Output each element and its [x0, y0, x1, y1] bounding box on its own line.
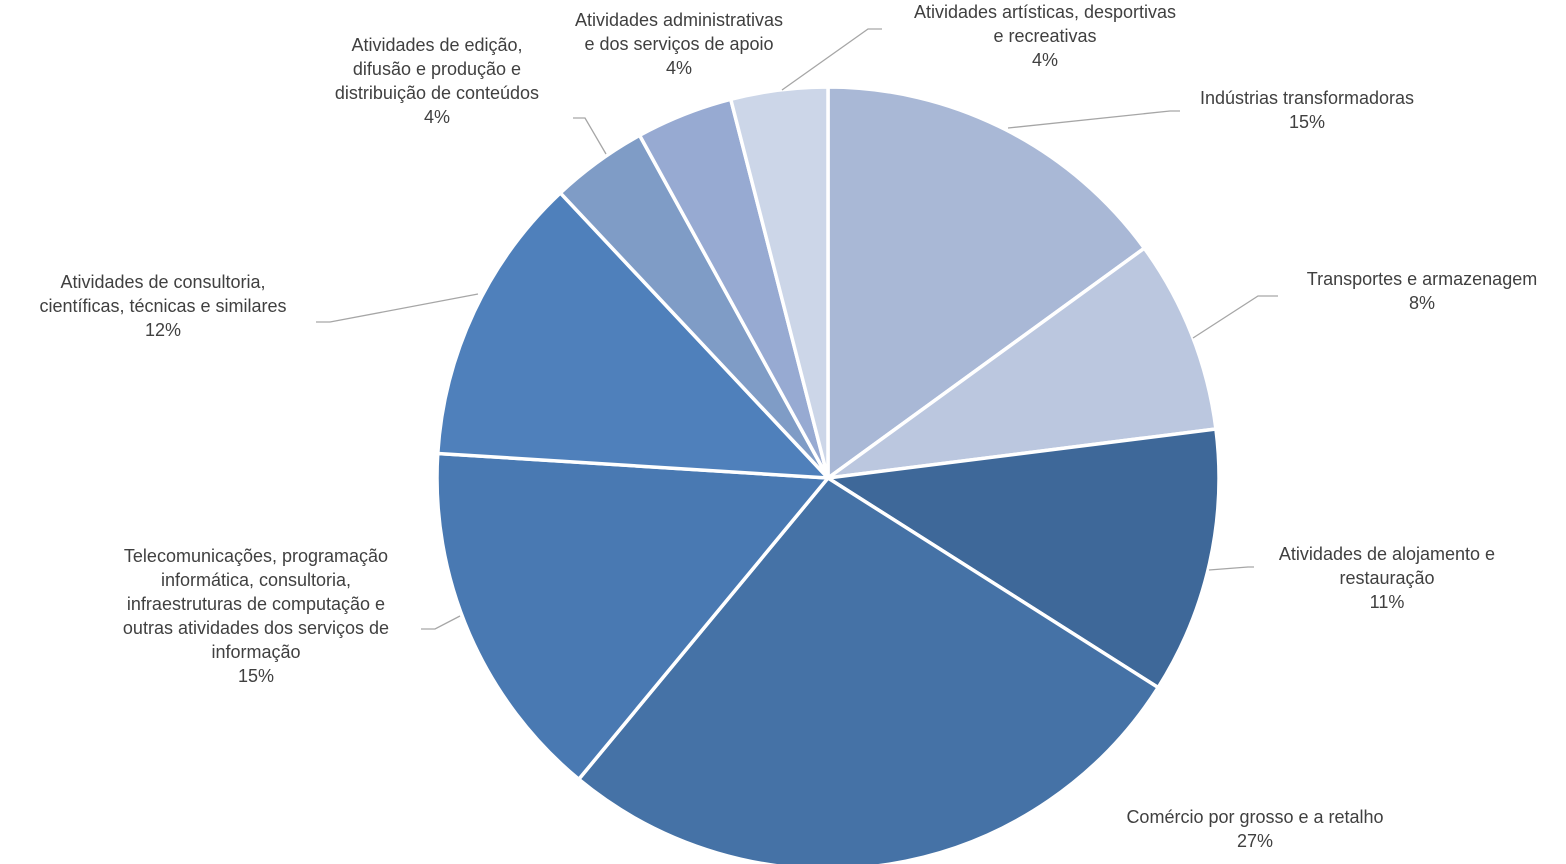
slice-label-7: Atividades de edição, difusão e produção …: [335, 35, 539, 127]
slice-label-8: Atividades administrativas e dos serviços…: [575, 10, 783, 78]
slice-category-label: informação: [211, 642, 300, 662]
pie-slice-5: [435, 451, 830, 782]
pie-slice-2: [826, 246, 1218, 480]
slice-value-label: 4%: [1032, 50, 1058, 70]
slice-value-label: 11%: [1370, 592, 1405, 612]
pie-slice-4: [577, 476, 1160, 864]
pie-slices: [435, 85, 1221, 864]
leader-line-1: [1007, 110, 1180, 129]
slice-category-label: Indústrias transformadoras: [1200, 88, 1414, 108]
slice-category-label: Atividades artísticas, desportivas: [914, 2, 1176, 22]
slice-label-5: Telecomunicações, programação informática…: [123, 546, 389, 686]
slice-category-label: Atividades de edição,: [351, 35, 522, 55]
slice-category-label: Atividades administrativas: [575, 10, 783, 30]
pie-slice-3: [826, 427, 1221, 690]
slice-category-label: difusão e produção e: [353, 59, 521, 79]
slice-label-4: Comércio por grosso e a retalho 27%: [1126, 807, 1383, 851]
slice-category-label: infraestruturas de computação e: [127, 594, 385, 614]
slice-label-2: Transportes e armazenagem 8%: [1307, 269, 1537, 313]
leader-line-8: [781, 28, 882, 91]
pie-slice-6: [436, 191, 830, 480]
slice-category-label: restauração: [1339, 568, 1434, 588]
leader-line-6: [316, 293, 479, 323]
leader-lines: [316, 28, 1278, 630]
slice-category-label: Telecomunicações, programação: [124, 546, 388, 566]
slice-label-1: Indústrias transformadoras 15%: [1200, 88, 1414, 132]
slice-category-label: Transportes e armazenagem: [1307, 269, 1537, 289]
pie-slice-1: [826, 85, 1147, 480]
slice-category-label: Atividades de consultoria,: [60, 272, 265, 292]
slice-value-label: 27%: [1237, 831, 1273, 851]
leader-line-3: [1208, 566, 1254, 571]
leader-line-2: [1192, 295, 1278, 339]
slice-label-3: Atividades de alojamento e restauração 11%: [1279, 544, 1495, 612]
leader-line-7: [573, 117, 607, 155]
slice-value-label: 15%: [238, 666, 274, 686]
slice-value-label: 4%: [666, 58, 692, 78]
leader-line-5: [421, 615, 461, 630]
slice-category-label: Comércio por grosso e a retalho: [1126, 807, 1383, 827]
slice-category-label: outras atividades dos serviços de: [123, 618, 389, 638]
slice-label-6: Atividades de consultoria, científicas, t…: [39, 272, 286, 340]
slice-category-label: Atividades de alojamento e: [1279, 544, 1495, 564]
slice-category-label: e dos serviços de apoio: [584, 34, 773, 54]
slice-label-9: Atividades artísticas, desportivas e recr…: [914, 2, 1176, 70]
slice-category-label: informática, consultoria,: [161, 570, 351, 590]
slice-value-label: 12%: [145, 320, 181, 340]
pie-slice-9: [729, 85, 830, 480]
slice-value-label: 8%: [1409, 293, 1435, 313]
slice-value-label: 4%: [424, 107, 450, 127]
slice-category-label: e recreativas: [993, 26, 1096, 46]
slice-labels: Indústrias transformadoras 15% Transportes…: [39, 2, 1537, 851]
slice-value-label: 15%: [1289, 112, 1325, 132]
slice-category-label: científicas, técnicas e similares: [39, 296, 286, 316]
slice-category-label: distribuição de conteúdos: [335, 83, 539, 103]
